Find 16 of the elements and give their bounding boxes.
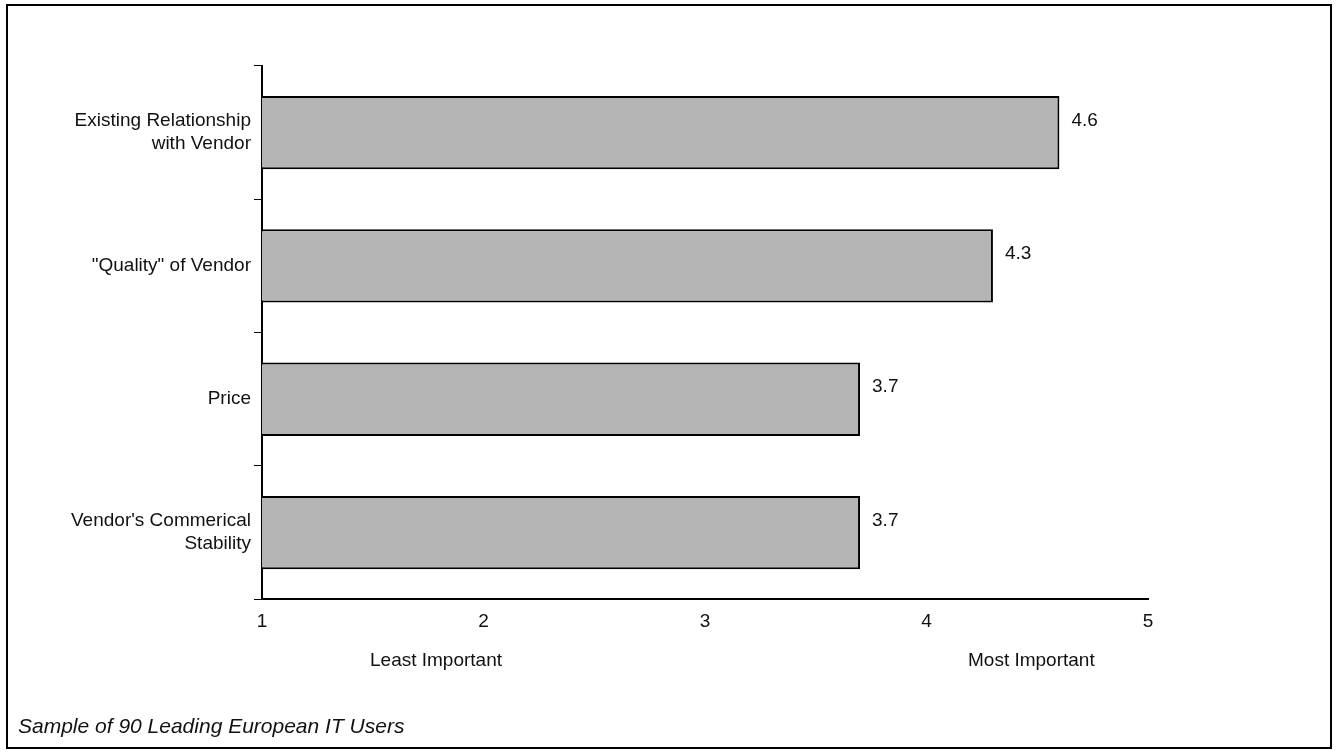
- x-tick-label: 2: [478, 609, 489, 631]
- x-tick-label: 3: [699, 609, 711, 631]
- data-label: 3.7: [872, 508, 899, 530]
- y-tick-label: Vendor's Commerical Stability: [70, 509, 252, 554]
- data-label: 3.7: [872, 375, 899, 397]
- text: Most Important: [968, 649, 1095, 671]
- y-tick-label: Price: [207, 387, 251, 409]
- x-tick-label: 4: [921, 609, 933, 631]
- text: Sample of 90 Leading European IT Users: [18, 714, 405, 738]
- y-tick-label: "Quality" of Vendor: [91, 254, 252, 276]
- data-label: 4.3: [1004, 242, 1032, 264]
- text: Least Important: [370, 649, 503, 671]
- y-tick-label: Existing Relationship with Vendor: [74, 109, 252, 154]
- data-label: 4.6: [1071, 108, 1098, 130]
- x-tick-label: 1: [256, 609, 268, 631]
- x-tick-label: 5: [1142, 609, 1154, 631]
